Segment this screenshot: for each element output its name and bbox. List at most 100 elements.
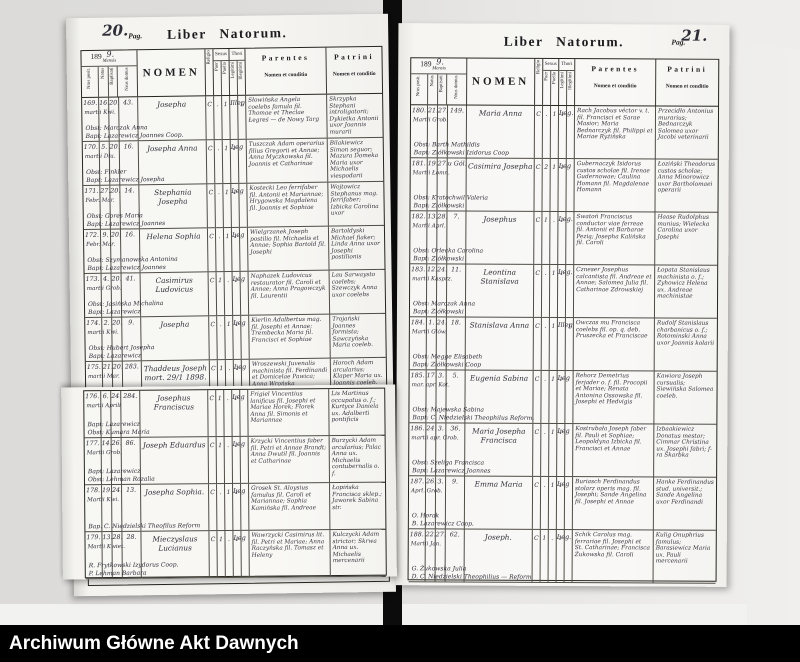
col-patrini: Patrini Nomen et conditio [656, 59, 718, 105]
register-row: 181. 19. 27. u Gól. Casimira Josepha C 2 1 1 Gube… [410, 158, 718, 213]
patrini-cell: Kawiora Joseph cursualis; Siewińska Salo… [656, 373, 714, 400]
month-note: martii apr. Grob. [411, 435, 459, 442]
thori-word: Leg [231, 230, 245, 239]
archive-name-bar: Archiwum Główne Akt Dawnych [0, 625, 800, 662]
col-illegitimi: Illegitimi [237, 61, 245, 95]
patrini-cell: Lau Sarwaysto caelebs; Szewczyk Anna uxo… [331, 271, 378, 299]
legitimi-label: Legitimi [559, 71, 565, 89]
right-page-scan: Pag. 21. Liber Natorum. 189 9. Mensis Nr… [395, 23, 730, 587]
month-note: Martii Aprl. [412, 223, 446, 230]
obstetrix-note: Obst: Majewska Sabina [412, 406, 485, 414]
date-columns-group: 189 9. Mensis Nrus posit. Natus Baptisat… [411, 57, 468, 105]
register-row: 177. 14. 26. 86. Joseph Eduardus C 1. 1 Krzycki … [84, 435, 386, 486]
patrini-cell: Łopata Stanislaus machinista o. f.; Zyho… [657, 267, 710, 301]
book-bottom-edge [0, 604, 747, 626]
col-parentes: Parentes Nomen et conditio [575, 59, 657, 106]
puella-label: Puella [222, 62, 228, 75]
puer-label: Puer [214, 62, 220, 72]
thori-word: Leg. [558, 267, 573, 277]
month-note: mar. apr. Kot. [411, 382, 450, 389]
col-nomen-label: NOMEN [472, 75, 530, 88]
register-table-insert: 176. 6. 24. 284. Josephus Franciscus C 1. 1 Frig… [83, 387, 387, 580]
thori-word: Leg [233, 362, 247, 371]
baptisans-note: B. Lazarewicz Coop. [411, 520, 474, 528]
obstetrix-note: Obst: Orlecka Carolina [413, 247, 484, 255]
thori-word: Leg [557, 426, 570, 436]
obstetrix-note: Obst: Barth Mathildis [413, 141, 480, 149]
col-natus-label: Natus [429, 75, 435, 87]
col-puella: Puella [221, 61, 229, 95]
obstetrix-note: Obst: Kratochwil Valeria [413, 194, 489, 202]
col-natus: Natus [98, 66, 109, 97]
col-puer: Puer [543, 70, 551, 105]
month-note: Martii Głów. [411, 329, 447, 336]
illegitimi-label: Illegitimi [567, 72, 573, 90]
month-note: martii Aprili [86, 402, 121, 410]
baptisans-note: Bapt: Ziółkowski [412, 308, 464, 316]
baptisans-note: D. C. Niedzielski Theophilius — Reform [411, 573, 532, 581]
register-table-right: 189 9. Mensis Nrus posit. Natus Baptisat… [407, 57, 720, 584]
patrini-cell: Rudolf Stanislaus charbanicus o. f.; Rot… [656, 320, 715, 347]
puer-label: Puer [543, 71, 549, 81]
baptisans-note: Bapt: Ziółkowski Coop [412, 361, 482, 369]
col-sexus: Sexus Puer Puella [543, 58, 560, 105]
register-row: 171. 27. 20. 14. Stephania Josepha C. 1 1 Kostec… [83, 181, 384, 231]
month-note: Martii Grob. [86, 449, 122, 457]
thori-word: Leg [557, 373, 570, 383]
parentes-conditio-label: Nomen et conditio [593, 83, 637, 90]
obstetrix-note: Obst: Szeliga Francisca [412, 459, 485, 467]
month-note: Febr. Mar. [85, 197, 115, 205]
col-baptisati-label: Baptisati [110, 67, 116, 85]
obstetrix-note: Obst: Marczak Anna [412, 300, 476, 308]
patrini-cell: Łoziński Theodorus custos scholae; Anna … [657, 161, 716, 194]
sexus-subcolumns: Puer Puella [213, 61, 229, 96]
date-subcolumns: Nrus posit. Natus Baptisati Nrus domus [411, 74, 466, 105]
col-nomen-label: NOMEN [142, 66, 200, 80]
thori-word: Leg. [558, 214, 573, 224]
patrini-cell: Bilakiewicz Simon seguor; Mazura Domeka … [329, 140, 379, 180]
sexus-label: Sexus [213, 49, 229, 62]
inserted-sheet: 176. 6. 24. 284. Josephus Franciscus C 1. 1 Frig… [61, 384, 397, 580]
col-baptisati: Baptisati [108, 66, 119, 97]
col-religio-label: Religio [536, 59, 542, 75]
thori-label: Thori [229, 48, 245, 61]
patrini-cell: Hanke Ferdinandus stud. universit.; Sand… [655, 479, 714, 506]
patrini-cell: Haase Rudolphus munius; Wielecka Carolin… [657, 214, 710, 241]
thori-word: Leg [233, 486, 246, 495]
legitimi-label: Legitimi [230, 61, 236, 79]
mensis-label: Mensis [102, 58, 117, 64]
baptisans-note: Bapt: Lazarewicz Joannes [412, 467, 491, 475]
year-printed: 189 [420, 59, 432, 69]
col-baptisati-label: Baptisati [439, 75, 445, 93]
col-patrini: Patrini Nomen et conditio [326, 47, 382, 94]
baptisans-note: Bapt: Ziółkowski Izidorus Coop [413, 149, 509, 157]
thori-word: Leg [557, 479, 570, 489]
register-row: 183. 12. 24. 11. Leontina Stanislava C. 1 1 Czne… [409, 264, 718, 319]
month-note: Martii Kwi. [87, 496, 120, 504]
thori-word: Leg [231, 186, 244, 195]
baptisans-note: Bapt: C. Niedzielski Theophilus Reform. [412, 414, 535, 422]
patrini-label: Patrini [333, 51, 375, 62]
col-serial: Nrus posit. [81, 66, 99, 98]
year-handwritten: 9. [106, 49, 115, 59]
date-columns-group: 189 9. Mensis Nrus posit. Natus Baptisat… [81, 49, 139, 98]
illegitimi-label: Illegitimi [238, 61, 244, 80]
thori-subcolumns: Legitimi Illegitimi [559, 70, 574, 106]
col-natus-label: Natus [100, 67, 106, 80]
patrini-cell: Łopińska Francisca sklep.; Jaworek Sabin… [332, 484, 383, 511]
thori-word: Leg [232, 274, 246, 283]
col-religio-label: Religio [206, 50, 212, 65]
register-row: 187. 26. 3. 9. Emma Maria C. 1 1 Buriasch Ferdin… [408, 476, 717, 531]
register-rows-left: 169. 16. 20. 43. Josepha C. 1 1 Słowińska Angela… [82, 93, 387, 407]
patrini-cell: Burzycki Adam arcularius; Palac Anna ux.… [331, 437, 382, 478]
col-house: Nrus domus [447, 74, 466, 104]
month-note: Febr. Mar. [86, 241, 116, 249]
col-religio: Religio [535, 58, 544, 105]
date-subcolumns: Nrus posit. Natus Baptisati Nrus domus [81, 66, 137, 98]
col-sexus: Sexus Puer Puella [213, 48, 231, 96]
col-baptisati: Baptisati [437, 74, 448, 105]
col-serial: Nrus posit. [411, 74, 428, 105]
sexus-label: Sexus [543, 58, 559, 71]
month-note: Martii Łomn. [412, 170, 450, 177]
thori-word: Leg [233, 318, 246, 327]
